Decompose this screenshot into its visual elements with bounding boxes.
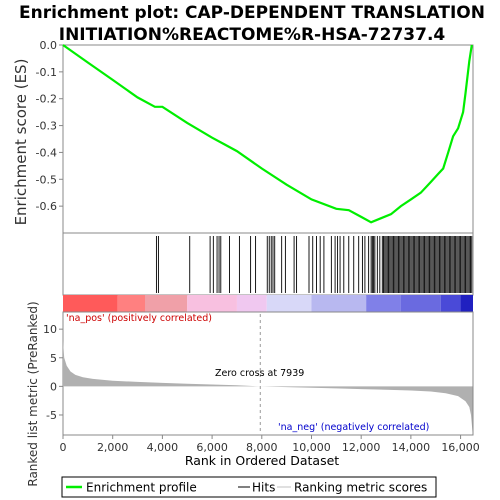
x-tick-label: 0 bbox=[60, 441, 67, 454]
hits-panel bbox=[62, 232, 474, 296]
es-y-tick-label: -0.4 bbox=[36, 146, 57, 159]
es-y-tick-label: -0.3 bbox=[36, 120, 57, 133]
color-bar-segment bbox=[145, 295, 188, 312]
metric-y-tick-label: 5 bbox=[50, 352, 57, 365]
es-y-tick-label: 0.0 bbox=[40, 39, 58, 52]
color-bar-segment bbox=[187, 295, 237, 312]
es-y-tick-label: -0.6 bbox=[36, 200, 57, 213]
es-y-axis-label: Enrichment score (ES) bbox=[12, 59, 30, 226]
zero-cross-label: Zero cross at 7939 bbox=[215, 368, 304, 379]
ranking-color-bar bbox=[63, 295, 473, 312]
es-y-tick-label: -0.2 bbox=[36, 93, 57, 106]
x-tick-label: 2,000 bbox=[97, 441, 129, 454]
metric-y-ticks: 10 5 0 -5 bbox=[43, 323, 63, 422]
x-tick-label: 6,000 bbox=[196, 441, 228, 454]
es-y-tick-label: -0.5 bbox=[36, 173, 57, 186]
metric-y-axis-label: Ranked list metric (PreRanked) bbox=[26, 301, 40, 486]
x-tick-label: 8,000 bbox=[246, 441, 278, 454]
legend-enrichment-label: Enrichment profile bbox=[86, 481, 197, 495]
es-y-tick-label: -0.1 bbox=[36, 66, 57, 79]
metric-y-tick-label: 0 bbox=[50, 380, 57, 393]
es-y-ticks: 0.0 -0.1 -0.2 -0.3 -0.4 -0.5 -0.6 bbox=[36, 39, 63, 213]
color-bar-segment bbox=[311, 295, 367, 312]
x-axis-ticks: 0 2,000 4,000 6,000 8,000 10,000 12,000 14,000 1… bbox=[60, 435, 480, 454]
x-tick-label: 14,000 bbox=[392, 441, 431, 454]
es-panel-frame bbox=[62, 44, 474, 234]
color-bar-segment bbox=[63, 295, 118, 312]
chart-title-line2: INITIATION%REACTOME%R-HSA-72737.4 bbox=[59, 25, 446, 45]
pos-label: 'na_pos' (positively correlated) bbox=[66, 313, 212, 324]
x-tick-label: 10,000 bbox=[292, 441, 331, 454]
color-bar-segment bbox=[400, 295, 441, 312]
es-panel: 0.0 -0.1 -0.2 -0.3 -0.4 -0.5 -0.6 Enrichment s… bbox=[12, 39, 474, 234]
legend-metric-label: Ranking metric scores bbox=[294, 481, 427, 495]
legend: Enrichment profile Hits Ranking metric s… bbox=[61, 476, 437, 498]
color-bar-segment bbox=[366, 295, 401, 312]
hit-markers bbox=[155, 236, 473, 293]
hits-panel-frame bbox=[62, 232, 474, 296]
x-tick-label: 16,000 bbox=[441, 441, 480, 454]
x-tick-label: 12,000 bbox=[342, 441, 381, 454]
x-tick-label: 4,000 bbox=[147, 441, 179, 454]
chart-title-line1: Enrichment plot: CAP-DEPENDENT TRANSLATI… bbox=[19, 3, 485, 23]
metric-panel-frame bbox=[62, 311, 474, 436]
color-bar-segment bbox=[266, 295, 312, 312]
x-axis-label: Rank in Ordered Dataset bbox=[185, 453, 339, 468]
neg-label: 'na_neg' (negatively correlated) bbox=[278, 422, 429, 433]
legend-hits-label: Hits bbox=[252, 481, 275, 495]
color-bar-segment bbox=[460, 295, 473, 312]
color-bar-segment bbox=[440, 295, 461, 312]
metric-y-tick-label: -5 bbox=[46, 409, 57, 422]
color-bar-segment bbox=[117, 295, 145, 312]
ranking-metric-area bbox=[63, 340, 473, 433]
enrichment-profile-line bbox=[62, 44, 473, 224]
color-bar-segment bbox=[236, 295, 267, 312]
metric-y-tick-label: 10 bbox=[43, 323, 57, 336]
